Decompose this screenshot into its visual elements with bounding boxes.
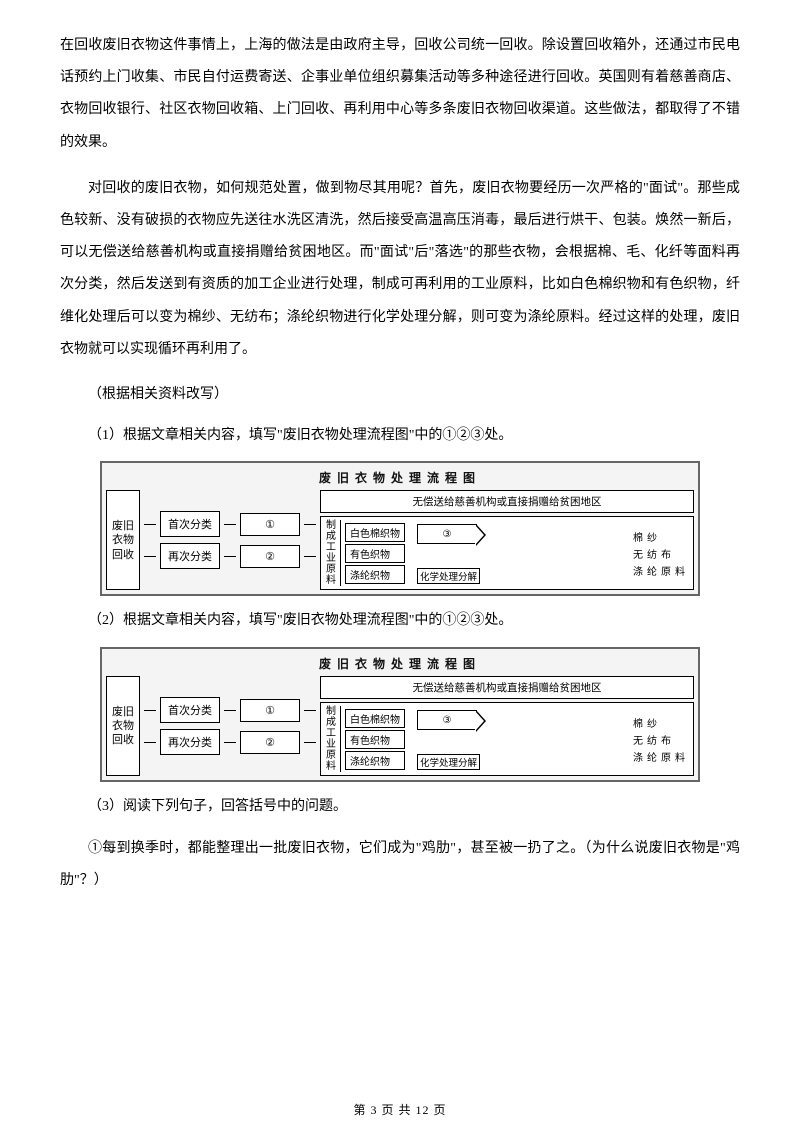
donate-box: 无偿送给慈善机构或直接捐赠给贫困地区 bbox=[320, 676, 694, 699]
blank-3-arrow: ③ bbox=[417, 710, 477, 730]
flowchart-title: 废旧衣物处理流程图 bbox=[106, 653, 694, 676]
connector bbox=[224, 742, 236, 744]
source-note: （根据相关资料改写） bbox=[60, 380, 740, 411]
paragraph-1: 在回收废旧衣物这件事情上，上海的做法是由政府主导，回收公司统一回收。除设置回收箱… bbox=[60, 30, 740, 159]
blank-2-box: ② bbox=[240, 545, 300, 568]
connector bbox=[224, 556, 236, 558]
vertical-label: 制成工业原料 bbox=[325, 520, 341, 586]
process-label: 化学处理分解 bbox=[417, 568, 480, 584]
question-2: （2）根据文章相关内容，填写"废旧衣物处理流程图"中的①②③处。 bbox=[60, 606, 740, 637]
connector bbox=[304, 556, 316, 558]
blank-1-box: ① bbox=[240, 699, 300, 722]
donate-box: 无偿送给慈善机构或直接捐赠给贫困地区 bbox=[320, 490, 694, 513]
connector bbox=[224, 710, 236, 712]
output-label: 无纺布 bbox=[633, 732, 689, 747]
industrial-box: 制成工业原料 白色棉织物 有色织物 涤纶织物 ③ 化学处理分解 棉纱 无纺布 涤… bbox=[320, 516, 694, 590]
connector bbox=[144, 524, 156, 526]
material-row: 涤纶织物 bbox=[345, 565, 405, 584]
question-3-sub: ①每到换季时，都能整理出一批废旧衣物，它们成为"鸡肋"，甚至被一扔了之。（为什么… bbox=[60, 833, 740, 897]
flowchart-title: 废旧衣物处理流程图 bbox=[106, 467, 694, 490]
connector bbox=[304, 742, 316, 744]
footer-prefix: 第 bbox=[353, 1103, 370, 1117]
flowchart-left-label: 废旧衣物回收 bbox=[106, 490, 140, 590]
industrial-box: 制成工业原料 白色棉织物 有色织物 涤纶织物 ③ 化学处理分解 棉纱 无纺布 涤… bbox=[320, 702, 694, 776]
material-row: 有色织物 bbox=[345, 544, 405, 563]
process-label: 化学处理分解 bbox=[417, 754, 480, 770]
output-label: 涤纶原料 bbox=[633, 563, 689, 578]
second-sort-box: 再次分类 bbox=[160, 543, 220, 569]
material-row: 有色织物 bbox=[345, 730, 405, 749]
footer-suffix: 页 bbox=[430, 1103, 447, 1117]
connector bbox=[304, 524, 316, 526]
question-1: （1）根据文章相关内容，填写"废旧衣物处理流程图"中的①②③处。 bbox=[60, 421, 740, 452]
blank-1-box: ① bbox=[240, 513, 300, 536]
blank-2-box: ② bbox=[240, 731, 300, 754]
vertical-label: 制成工业原料 bbox=[325, 706, 341, 772]
material-row: 白色棉织物 bbox=[345, 709, 405, 728]
first-sort-box: 首次分类 bbox=[160, 511, 220, 537]
connector bbox=[224, 524, 236, 526]
connector bbox=[144, 742, 156, 744]
paragraph-2: 对回收的废旧衣物，如何规范处置，做到物尽其用呢？首先，废旧衣物要经历一次严格的"… bbox=[60, 173, 740, 366]
connector bbox=[304, 710, 316, 712]
connector bbox=[144, 556, 156, 558]
flowchart-1: 废旧衣物处理流程图 废旧衣物回收 首次分类 ① 再次分类 ② 无偿送给慈善机构或… bbox=[100, 461, 700, 596]
output-label: 棉纱 bbox=[633, 529, 689, 544]
flowchart-2: 废旧衣物处理流程图 废旧衣物回收 首次分类 ① 再次分类 ② 无偿送给慈善机构或… bbox=[100, 647, 700, 782]
footer-mid: 页 共 bbox=[377, 1103, 415, 1117]
flowchart-left-label: 废旧衣物回收 bbox=[106, 676, 140, 776]
output-label: 棉纱 bbox=[633, 715, 689, 730]
footer-total-pages: 12 bbox=[416, 1103, 430, 1117]
connector bbox=[144, 710, 156, 712]
output-label: 涤纶原料 bbox=[633, 749, 689, 764]
material-row: 白色棉织物 bbox=[345, 523, 405, 542]
question-3: （3）阅读下列句子，回答括号中的问题。 bbox=[60, 792, 740, 823]
output-label: 无纺布 bbox=[633, 546, 689, 561]
first-sort-box: 首次分类 bbox=[160, 697, 220, 723]
material-row: 涤纶织物 bbox=[345, 751, 405, 770]
page-footer: 第 3 页 共 12 页 bbox=[0, 1101, 800, 1118]
second-sort-box: 再次分类 bbox=[160, 729, 220, 755]
blank-3-arrow: ③ bbox=[417, 524, 477, 544]
